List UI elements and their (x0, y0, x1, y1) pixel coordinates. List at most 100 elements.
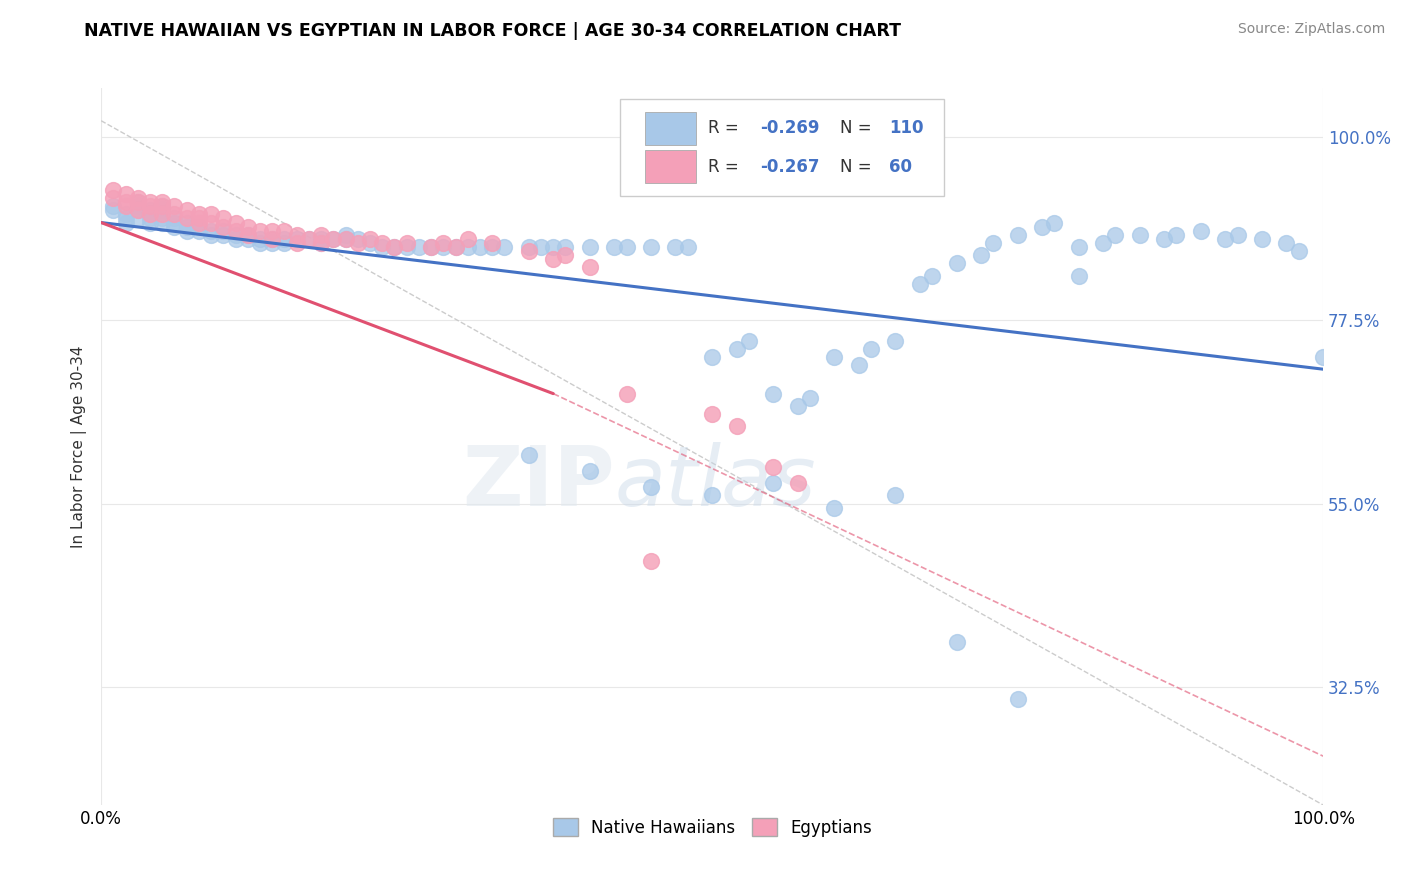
Point (1288, 244, 1310, 258)
Point (359, 235, 381, 250)
Point (262, 224, 284, 238)
Point (762, 476, 785, 491)
Point (187, 207, 209, 221)
Point (346, 235, 368, 250)
Point (444, 240, 467, 254)
Point (273, 224, 295, 238)
Point (150, 207, 173, 221)
Point (1092, 235, 1115, 250)
Text: Source: ZipAtlas.com: Source: ZipAtlas.com (1237, 22, 1385, 37)
Point (676, 240, 699, 254)
Text: N =: N = (841, 120, 877, 137)
Point (225, 215, 247, 229)
Point (298, 232, 321, 246)
Point (236, 227, 259, 242)
Point (725, 419, 748, 434)
Point (517, 240, 540, 254)
Point (212, 227, 235, 242)
Point (127, 211, 149, 226)
Point (1067, 268, 1090, 283)
Point (187, 219, 209, 234)
Point (176, 219, 198, 234)
Point (249, 224, 271, 238)
Y-axis label: In Labor Force | Age 30-34: In Labor Force | Age 30-34 (72, 345, 87, 548)
Point (432, 240, 454, 254)
Point (176, 203, 198, 218)
Point (1043, 215, 1066, 229)
Point (335, 232, 357, 246)
Point (1215, 232, 1237, 246)
Point (738, 334, 761, 348)
Point (114, 207, 136, 221)
Point (481, 240, 503, 254)
Point (823, 350, 845, 364)
Point (139, 215, 162, 229)
Point (127, 191, 149, 205)
Point (823, 500, 845, 515)
Point (921, 268, 943, 283)
Point (114, 195, 136, 210)
Point (700, 407, 723, 421)
Text: -0.267: -0.267 (759, 158, 820, 176)
Point (212, 219, 235, 234)
Point (114, 215, 136, 229)
Point (517, 448, 540, 462)
Point (309, 227, 332, 242)
Point (384, 240, 406, 254)
Point (139, 207, 162, 221)
Point (187, 215, 209, 229)
Point (762, 459, 785, 474)
FancyBboxPatch shape (645, 112, 696, 145)
Point (225, 232, 247, 246)
Point (640, 553, 662, 567)
Text: ZIP: ZIP (463, 442, 614, 523)
Point (579, 464, 602, 478)
Point (945, 256, 967, 270)
Point (799, 391, 821, 405)
Point (1104, 227, 1126, 242)
Point (273, 235, 295, 250)
Point (640, 240, 662, 254)
Point (103, 191, 125, 205)
Point (554, 240, 576, 254)
Point (285, 232, 308, 246)
Point (176, 211, 198, 226)
Point (371, 240, 394, 254)
Point (335, 227, 357, 242)
Text: atlas: atlas (614, 442, 815, 523)
Point (150, 199, 173, 213)
Point (236, 227, 259, 242)
Point (127, 199, 149, 213)
Point (1312, 350, 1334, 364)
Point (176, 215, 198, 229)
Point (884, 334, 907, 348)
Point (163, 219, 186, 234)
Point (859, 342, 882, 356)
Point (786, 399, 808, 413)
Point (664, 240, 686, 254)
Point (114, 211, 136, 226)
Point (262, 232, 284, 246)
Point (176, 224, 198, 238)
Text: 110: 110 (890, 120, 924, 137)
Text: -0.269: -0.269 (759, 120, 820, 137)
Point (1007, 227, 1029, 242)
Point (517, 244, 540, 258)
Point (150, 211, 173, 226)
Point (262, 232, 284, 246)
Point (249, 235, 271, 250)
Point (187, 224, 209, 238)
Point (127, 203, 149, 218)
Point (945, 635, 967, 649)
Point (384, 240, 406, 254)
Point (163, 207, 186, 221)
Point (420, 240, 443, 254)
Point (1251, 232, 1274, 246)
Point (139, 211, 162, 226)
Point (212, 224, 235, 238)
Point (481, 235, 503, 250)
Text: R =: R = (709, 120, 744, 137)
Point (262, 235, 284, 250)
Point (103, 183, 125, 197)
Point (236, 232, 259, 246)
